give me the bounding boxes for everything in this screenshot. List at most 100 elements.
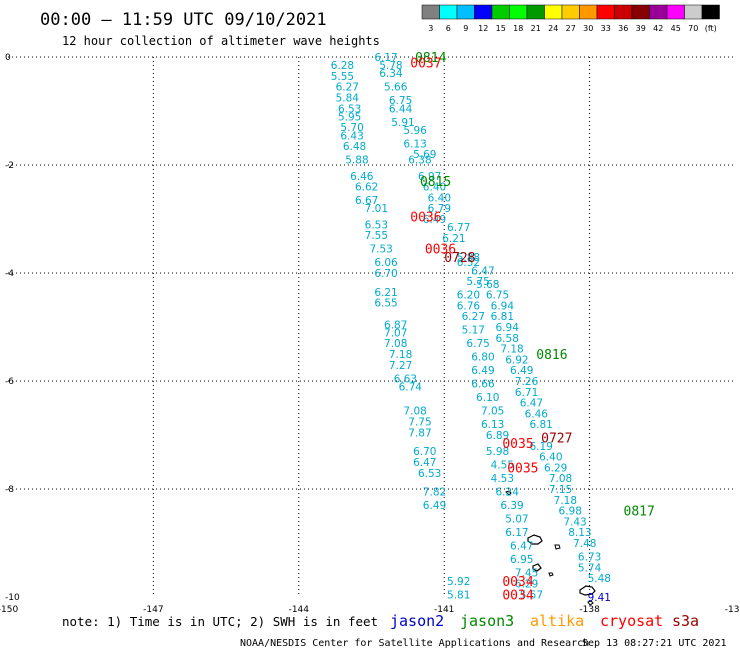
- x-tick-label: -138: [579, 605, 600, 615]
- swh-value-label: 6.89: [486, 430, 509, 442]
- swh-value-label: 7.87: [408, 427, 431, 439]
- swh-value-label: 6.38: [408, 155, 431, 167]
- swh-value-label: 6.94: [496, 322, 520, 334]
- swh-value-label: 7.08: [384, 338, 407, 350]
- swh-value-label: 6.49: [471, 365, 494, 377]
- island-6: [554, 544, 561, 550]
- colorbar-swatch: [421, 4, 440, 20]
- swh-value-label: 5.92: [447, 576, 470, 588]
- satellite-legend-entry: cryosat: [600, 612, 663, 630]
- swh-value-label: 6.34: [379, 68, 403, 80]
- swh-value-label: 5.95: [338, 111, 361, 123]
- pass-time-label: 0037: [410, 56, 441, 71]
- swh-value-label: 6.75: [389, 95, 412, 107]
- x-tick-label: -144: [289, 605, 310, 615]
- pass-time-label: 0817: [624, 505, 655, 520]
- swh-value-label: 7.18: [389, 349, 412, 361]
- swh-value-label: 7.05: [481, 406, 504, 418]
- pass-time-label: 0815: [420, 175, 451, 190]
- colorbar-label: 6: [446, 24, 451, 33]
- swh-value-label: 6.77: [447, 222, 470, 234]
- colorbar-swatch: [579, 4, 598, 20]
- swh-value-label: 5.88: [457, 252, 480, 264]
- swh-value-label: 5.69: [413, 149, 436, 161]
- swh-value-label: 6.39: [500, 500, 523, 512]
- swh-value-label: 8.13: [568, 527, 591, 539]
- swh-value-label: 7.75: [408, 417, 431, 429]
- colorbar-swatch: [614, 4, 633, 20]
- swh-value-label: 5.98: [486, 446, 509, 458]
- x-tick-label: -150: [0, 605, 18, 615]
- y-tick-label: -2: [5, 161, 14, 171]
- swh-value-label: 7.18: [500, 344, 523, 356]
- swh-value-label: 6.24: [496, 487, 520, 499]
- swh-value-label: 7.08: [403, 406, 426, 418]
- island-2: [532, 563, 542, 572]
- swh-value-label: 4.55: [491, 460, 514, 472]
- swh-value-label: 4.53: [491, 473, 514, 485]
- swh-value-label: 5.17: [462, 325, 485, 337]
- pass-time-label: 0728: [444, 251, 475, 266]
- swh-value-label: 6.66: [471, 379, 495, 391]
- satellite-legend-entry: jason3: [460, 612, 514, 630]
- swh-value-label: 5.91: [391, 117, 414, 129]
- swh-value-label: 7.53: [369, 244, 392, 256]
- swh-value-label: 5.75: [466, 276, 489, 288]
- colorbar-label: 42: [653, 24, 663, 33]
- swh-value-label: 6.98: [559, 506, 582, 518]
- colorbar-label: 45: [671, 24, 681, 33]
- swh-value-label: 5.66: [384, 82, 408, 94]
- island-4: [587, 600, 594, 606]
- pass-time-label: 0036: [410, 210, 441, 225]
- swh-value-label: 6.81: [529, 419, 552, 431]
- pass-time-label: 0034: [502, 575, 533, 590]
- swh-value-label: 6.40: [428, 192, 451, 204]
- x-tick-label: -135: [725, 605, 740, 615]
- swh-value-label: 6.40: [539, 452, 562, 464]
- swh-value-label: 6.28: [331, 60, 354, 72]
- swh-value-label: 5.84: [336, 93, 360, 105]
- swh-value-label: 6.43: [340, 130, 363, 142]
- swh-value-label: 6.29: [515, 579, 538, 591]
- colorbar-label: (ft): [705, 24, 717, 33]
- pass-time-label: 0816: [536, 348, 567, 363]
- swh-value-label: 6.79: [428, 203, 451, 215]
- swh-value-label: 6.76: [457, 300, 481, 312]
- swh-value-label: 6.53: [418, 468, 441, 480]
- swh-value-label: 7.01: [365, 203, 388, 215]
- swh-value-label: 5.07: [505, 514, 528, 526]
- colorbar-label: 70: [688, 24, 698, 33]
- colorbar-label: 3: [428, 24, 433, 33]
- colorbar-swatch: [526, 4, 545, 20]
- island-7: [548, 572, 554, 577]
- colorbar-swatch: [649, 4, 668, 20]
- swh-value-label: 6.21: [374, 287, 397, 299]
- credit-line: NOAA/NESDIS Center for Satellite Applica…: [240, 638, 589, 649]
- colorbar-label: 33: [601, 24, 611, 33]
- swh-value-label: 7.18: [554, 495, 577, 507]
- swh-value-label: 5.96: [403, 125, 427, 137]
- swh-value-label: 7.55: [365, 230, 388, 242]
- swh-value-label: 6.20: [457, 290, 480, 302]
- colorbar-swatch: [439, 4, 458, 20]
- pass-time-label: 0036: [425, 243, 456, 258]
- swh-value-label: 6.58: [496, 333, 519, 345]
- swh-value-label: 6.13: [481, 419, 504, 431]
- pass-time-label: 0035: [502, 437, 533, 452]
- colorbar-swatch: [474, 4, 493, 20]
- swh-value-label: 5.78: [379, 60, 402, 72]
- island-5: [505, 490, 512, 496]
- pass-time-label: 0727: [541, 432, 572, 447]
- swh-value-label: 6.47: [520, 398, 543, 410]
- swh-value-label: 6.55: [374, 298, 397, 310]
- generated-timestamp: Sep 13 08:27:21 UTC 2021: [582, 638, 727, 649]
- colorbar-swatch: [684, 4, 703, 20]
- wave-height-labels: 6.175.786.345.666.756.445.915.966.135.69…: [331, 52, 611, 604]
- swh-value-label: 6.17: [374, 52, 397, 64]
- swh-value-label: 6.46: [525, 408, 549, 420]
- swh-value-label: 6.81: [491, 311, 514, 323]
- pass-time-label: 0035: [507, 461, 538, 476]
- swh-value-label: 7.15: [549, 484, 572, 496]
